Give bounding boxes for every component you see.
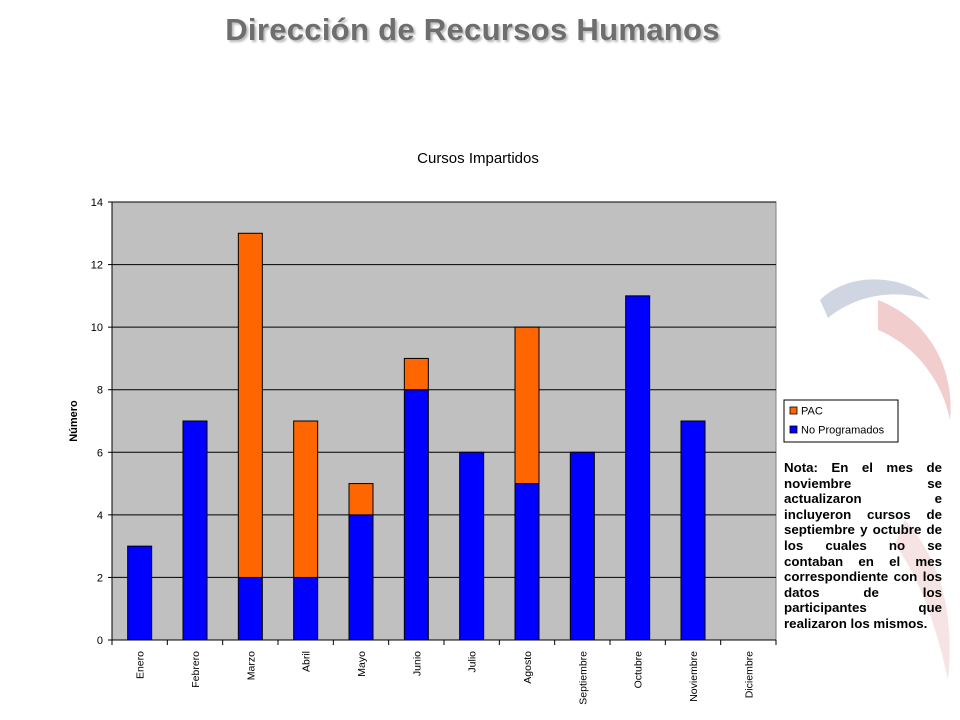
plot-background	[111, 201, 777, 641]
bar-pac	[403, 357, 429, 391]
bar-no-programados	[293, 576, 319, 641]
chart-title: Cursos Impartidos	[417, 150, 539, 167]
legend-swatch	[789, 406, 798, 415]
bar-pac	[514, 326, 540, 485]
y-tick-label: 14	[91, 197, 103, 209]
y-tick-label: 4	[97, 510, 103, 522]
x-tick-label: Marzo	[245, 651, 257, 680]
x-tick-label: Abril	[301, 651, 313, 672]
bar-no-programados	[182, 420, 208, 641]
bar-no-programados	[569, 451, 595, 641]
y-tick-label: 8	[97, 385, 103, 397]
x-tick-label: Enero	[135, 651, 147, 679]
y-tick-label: 10	[91, 322, 103, 334]
x-tick-label: Junio	[411, 651, 423, 676]
y-tick-label: 12	[91, 260, 103, 272]
x-tick-label: Octubre	[633, 651, 645, 689]
bar-no-programados	[403, 389, 429, 641]
decorative-swoosh-lower	[895, 520, 950, 680]
bar-no-programados	[127, 545, 153, 641]
x-tick-label: Mayo	[356, 651, 368, 677]
bar-no-programados	[348, 514, 374, 641]
chart-legend: PAC No Programados	[783, 399, 899, 443]
bar-pac	[293, 420, 319, 578]
x-tick-label: Agosto	[522, 651, 534, 684]
note-text: Nota: En el mes de noviembre se actualiz…	[784, 460, 942, 631]
x-tick-label: Diciembre	[743, 651, 755, 698]
legend-label: No Programados	[801, 425, 885, 437]
decorative-swoosh-red	[878, 300, 951, 420]
bar-no-programados	[625, 295, 651, 641]
x-tick-label: Febrero	[190, 651, 202, 688]
y-tick-label: 0	[97, 635, 103, 647]
x-tick-label: Julio	[467, 651, 479, 673]
y-axis-label: Número	[68, 400, 80, 442]
bar-no-programados	[459, 451, 485, 641]
bar-pac	[237, 232, 263, 578]
bar-pac	[348, 483, 374, 516]
x-tick-label: Noviembre	[688, 651, 700, 702]
legend-swatch	[789, 425, 798, 434]
bar-no-programados	[680, 420, 706, 641]
plot-area: 0 2 4 6 8 10 12 14 Enero Febrero Marzo Abril Mayo Jun…	[91, 197, 777, 705]
bar-no-programados	[237, 576, 263, 641]
decorative-swoosh-blue	[820, 279, 930, 318]
y-tick-label: 2	[97, 572, 103, 584]
bar-no-programados	[514, 483, 540, 641]
x-tick-label: Septiembre	[577, 651, 589, 705]
y-tick-label: 6	[97, 447, 103, 459]
legend-label: PAC	[801, 406, 823, 418]
page-title: Dirección de Recursos Humanos	[225, 12, 720, 47]
legend-box	[783, 399, 899, 443]
